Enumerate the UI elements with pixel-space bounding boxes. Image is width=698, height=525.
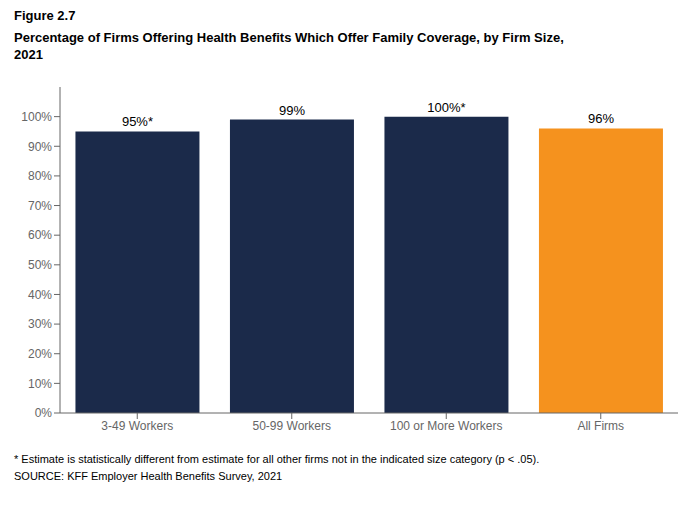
svg-text:All Firms: All Firms [577, 419, 624, 433]
html-text:Figure 2.7: Figure 2.7 [14, 8, 76, 23]
svg-text:70%: 70% [28, 199, 52, 213]
svg-text:80%: 80% [28, 169, 52, 183]
svg-text:50%: 50% [28, 258, 52, 272]
svg-text:10%: 10% [28, 377, 52, 391]
svg-text:100%: 100% [21, 110, 52, 124]
svg-text:95%*: 95%* [122, 114, 153, 129]
html-text:* Estimate is statistically di: * Estimate is statistically different fr… [14, 453, 540, 465]
html-text:SOURCE: KFF Employer Health Be: SOURCE: KFF Employer Health Benefits Sur… [14, 470, 283, 482]
svg-text:100 or More Workers: 100 or More Workers [390, 419, 502, 433]
svg-text:3-49 Workers: 3-49 Workers [101, 419, 173, 433]
svg-text:90%: 90% [28, 140, 52, 154]
svg-text:20%: 20% [28, 347, 52, 361]
svg-text:60%: 60% [28, 228, 52, 242]
svg-text:50-99 Workers: 50-99 Workers [253, 419, 331, 433]
svg-text:99%: 99% [279, 103, 305, 118]
html-text:Percentage of Firms Offering H: Percentage of Firms Offering Health Bene… [14, 30, 564, 45]
svg-text:96%: 96% [588, 111, 614, 126]
svg-text:30%: 30% [28, 317, 52, 331]
html-text:2021: 2021 [14, 47, 43, 62]
svg-text:0%: 0% [35, 406, 53, 420]
svg-text:100%*: 100%* [427, 100, 465, 115]
svg-text:40%: 40% [28, 288, 52, 302]
